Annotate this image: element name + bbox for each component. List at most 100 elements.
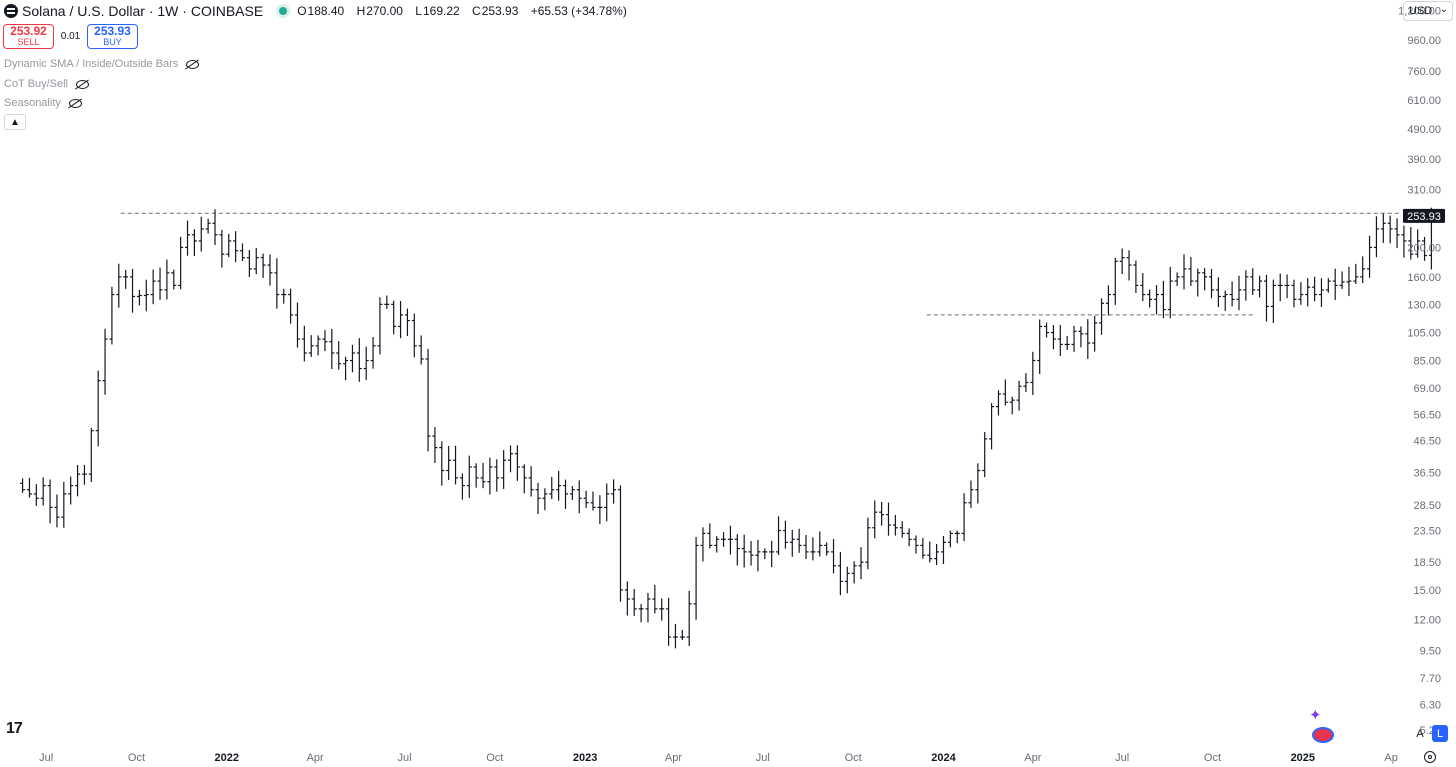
ohlc-bar [1160, 280, 1166, 319]
time-tick-label: Oct [845, 752, 862, 764]
settings-gear-icon[interactable] [1424, 751, 1436, 763]
ohlc-bar [679, 629, 685, 641]
ohlc-bar [75, 464, 81, 497]
ohlc-bar [185, 220, 191, 256]
hidden-eye-icon[interactable] [186, 59, 200, 69]
ohlc-bar [569, 485, 575, 500]
time-tick-label: 2022 [215, 752, 239, 764]
ohlc-bar [1133, 260, 1139, 293]
ohlc-bar [1270, 279, 1276, 323]
ohlc-bar [1195, 268, 1201, 297]
ohlc-bar [1346, 266, 1352, 297]
currency-select[interactable]: USD ⌄ [1403, 1, 1453, 21]
ohlc-bar [1408, 226, 1414, 260]
indicator-dynamic-sma[interactable]: Dynamic SMA / Inside/Outside Bars [4, 58, 200, 70]
ohlc-bar [1394, 218, 1400, 249]
sell-button[interactable]: 253.92 SELL [3, 24, 54, 49]
ohlc-bar [363, 346, 369, 381]
ohlc-bar [1050, 325, 1056, 350]
ohlc-bar [1064, 335, 1070, 351]
rocket-badge-icon[interactable]: ✦ [1309, 707, 1322, 724]
ohlc-bar [1009, 396, 1015, 415]
buy-button[interactable]: 253.93 BUY [87, 24, 138, 49]
price-tick-label: 18.50 [1413, 557, 1441, 569]
ohlc-bar [624, 581, 630, 616]
ohlc-bar [1119, 248, 1125, 275]
ohlc-bar [322, 330, 328, 352]
ohlc-bar [968, 480, 974, 508]
ohlc-bar [1257, 275, 1263, 298]
ohlc-bar [638, 603, 644, 623]
ohlc-bar [501, 450, 507, 490]
ohlc-bar [336, 341, 342, 370]
ohlc-bar [1312, 276, 1318, 302]
price-tick-label: 85.00 [1413, 356, 1441, 368]
ohlc-bar [123, 269, 129, 289]
ohlc-bar [446, 445, 452, 480]
ohlc-bar [576, 480, 582, 514]
time-axis[interactable]: Jul Oct 2022 Apr Jul Oct 2023 Apr Jul Oct 2024 Apr J… [39, 752, 1398, 764]
time-tick-label: Apr [307, 752, 324, 764]
indicator-cot-buy-sell[interactable]: CoT Buy/Sell [4, 78, 89, 90]
ohlc-bar [1387, 215, 1393, 244]
ohlc-bar [233, 231, 239, 263]
ohlc-bar [109, 286, 115, 345]
flag-badge-icon[interactable] [1312, 727, 1334, 743]
symbol-title[interactable]: Solana / U.S. Dollar · 1W · COINBASE [22, 3, 264, 19]
price-scale[interactable]: 1,200.00 960.00 760.00 610.00 490.00 390.00 31… [1398, 5, 1445, 737]
ohlc-bar [776, 516, 782, 556]
low-value: 169.22 [422, 4, 460, 18]
ohlc-bar [1085, 319, 1091, 359]
ohlc-bar [789, 529, 795, 557]
ohlc-bar [1380, 213, 1386, 243]
ohlc-bar [817, 531, 823, 557]
ohlc-bar [1373, 216, 1379, 258]
hidden-eye-icon[interactable] [76, 79, 89, 89]
price-tick-label: 23.50 [1413, 526, 1441, 538]
indicator-seasonality[interactable]: Seasonality [4, 97, 82, 109]
ohlc-bar [872, 500, 878, 539]
current-price-badge [1403, 208, 1445, 223]
price-tick-label: 1,200.00 [1398, 5, 1441, 17]
price-tick-label: 490.00 [1407, 124, 1441, 136]
ohlc-bar [33, 484, 39, 506]
price-tick-label: 390.00 [1407, 154, 1441, 166]
ohlc-bar [480, 463, 486, 489]
indicator-label: CoT Buy/Sell [4, 78, 68, 90]
log-scale-button[interactable]: L [1432, 725, 1448, 742]
ohlc-bar [562, 479, 568, 509]
auto-scale-button[interactable]: A [1416, 727, 1424, 740]
collapse-indicators-button[interactable]: ▲ [4, 114, 26, 130]
currency-value: USD [1409, 5, 1433, 17]
price-tick-label: 36.50 [1413, 467, 1441, 479]
price-tick-label: 160.00 [1407, 272, 1441, 284]
time-tick-label: Oct [128, 752, 145, 764]
solana-icon [4, 4, 18, 18]
ohlc-bar [1181, 254, 1187, 290]
ohlc-bar [934, 544, 940, 566]
ohlc-bar [171, 269, 177, 290]
ohlc-bar [514, 445, 520, 481]
ohlc-bar [1188, 257, 1194, 286]
ohlc-bar [982, 431, 988, 478]
ohlc-bar [418, 335, 424, 365]
indicator-label: Dynamic SMA / Inside/Outside Bars [4, 58, 179, 70]
ohlc-bar [95, 370, 101, 447]
change-value: +65.53 (+34.78%) [530, 4, 627, 18]
ohlc-bar [54, 494, 60, 528]
ohlc-bar [253, 247, 259, 275]
ohlc-bar [892, 514, 898, 536]
ohlc-bar [294, 302, 300, 348]
price-tick-label: 28.50 [1413, 500, 1441, 512]
tradingview-logo-icon[interactable]: 17 [6, 720, 23, 737]
time-tick-label: 2025 [1291, 752, 1315, 764]
ohlc-bar [116, 263, 122, 308]
chevron-down-icon: ⌄ [1439, 4, 1448, 15]
low-key: L [415, 4, 422, 18]
hidden-eye-icon[interactable] [68, 98, 82, 108]
ohlc-bar [1167, 266, 1173, 319]
ohlc-bar [1284, 274, 1290, 299]
ohlc-bar [940, 536, 946, 564]
ohlc-bar [466, 455, 472, 498]
